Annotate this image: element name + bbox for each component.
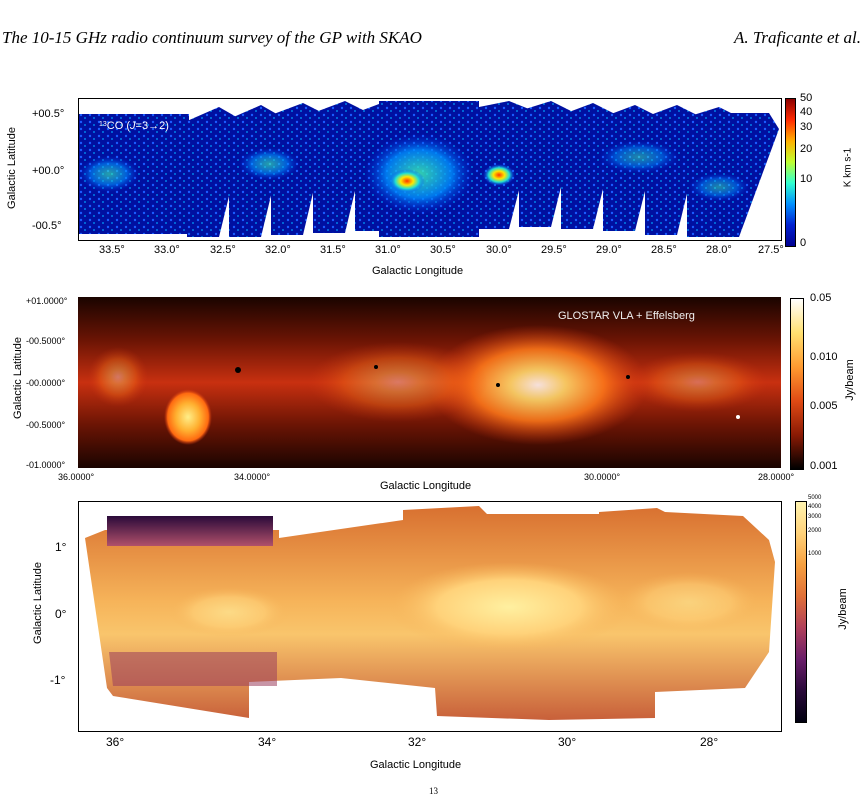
panel1-cbar-tick: 40	[800, 106, 813, 118]
figure-panel-13co: Galactic Latitude +00.5° +00.0° -00.5°	[0, 92, 867, 284]
panel1-xtick: 31.5°	[320, 244, 346, 256]
panel2-xtick: 36.0000°	[58, 472, 95, 482]
panel1-ytick: +00.5°	[32, 108, 65, 120]
panel1-cbar-tick: 50	[800, 92, 813, 104]
panel3-cbar-tick: 4000	[808, 504, 822, 510]
panel1-xtick: 29.0°	[596, 244, 622, 256]
panel3-ylabel: Galactic Latitude	[32, 562, 44, 644]
panel2-ytick: -00.0000°	[26, 378, 66, 388]
panel3-image	[78, 501, 782, 732]
panel2-xlabel: Galactic Longitude	[380, 480, 472, 492]
panel1-xtick: 32.0°	[265, 244, 291, 256]
figure-panel-glostar: Galactic Latitude +01.0000° -00.5000° -0…	[0, 292, 867, 492]
panel3-xtick: 32°	[408, 735, 427, 749]
panel3-cbar-label: Jy/beam	[837, 588, 849, 630]
panel3-cbar-tick: 5000	[808, 495, 822, 501]
page-footer: 13	[429, 786, 438, 796]
panel3-xtick: 28°	[700, 735, 719, 749]
panel2-cbar-tick: 0.001	[810, 460, 838, 472]
panel2-map: GLOSTAR VLA + Effelsberg	[78, 297, 781, 468]
panel1-xtick: 27.5°	[758, 244, 784, 256]
panel2-ylabel: Galactic Latitude	[12, 337, 24, 419]
panel1-xtick: 33.0°	[154, 244, 180, 256]
panel1-cbar-tick: 0	[800, 237, 807, 249]
panel2-image: GLOSTAR VLA + Effelsberg	[78, 297, 781, 468]
panel1-xtick: 30.0°	[486, 244, 512, 256]
page-header: The 10-15 GHz radio continuum survey of …	[0, 28, 867, 52]
panel1-cbar-tick: 30	[800, 121, 813, 133]
panel1-line-label: 13CO (J=3→2)	[99, 120, 169, 132]
panel1-colorbar	[785, 98, 796, 247]
panel3-ytick: 0°	[55, 607, 67, 621]
panel2-cbar-tick: 0.005	[810, 400, 838, 412]
panel1-map: 13CO (J=3→2)	[79, 101, 779, 237]
panel1-xtick: 29.5°	[541, 244, 567, 256]
panel1-ytick: +00.0°	[32, 165, 65, 177]
running-authors: A. Traficante et al.	[733, 28, 861, 47]
panel1-cbar-tick: 20	[800, 143, 813, 155]
panel2-cbar-tick: 0.010	[810, 351, 838, 363]
panel3-cbar-tick: 2000	[808, 528, 822, 534]
panel1-ytick: -00.5°	[32, 220, 62, 232]
panel3-ytick: 1°	[55, 540, 67, 554]
panel2-ytick: -00.5000°	[26, 420, 66, 430]
panel3-colorbar	[795, 501, 807, 723]
panel2-xtick: 28.0000°	[758, 472, 795, 482]
panel3-cbar-tick: 1000	[808, 551, 822, 557]
panel3-xtick: 36°	[106, 735, 125, 749]
panel3-ytick: -1°	[50, 673, 66, 687]
panel2-survey-label: GLOSTAR VLA + Effelsberg	[558, 310, 695, 322]
panel2-ytick: -00.5000°	[26, 336, 66, 346]
panel1-xlabel: Galactic Longitude	[372, 265, 464, 277]
panel1-image: 13CO (J=3→2)	[78, 98, 782, 241]
panel2-xtick: 30.0000°	[584, 472, 621, 482]
panel2-colorbar	[790, 298, 804, 470]
panel1-xtick: 32.5°	[210, 244, 236, 256]
panel3-xtick: 34°	[258, 735, 277, 749]
panel1-ylabel: Galactic Latitude	[6, 127, 18, 209]
panel2-xtick: 34.0000°	[234, 472, 271, 482]
panel1-xtick: 30.5°	[430, 244, 456, 256]
panel1-xtick: 28.0°	[706, 244, 732, 256]
panel2-ytick: +01.0000°	[26, 296, 68, 306]
panel2-ytick: -01.0000°	[26, 460, 66, 470]
running-title: The 10-15 GHz radio continuum survey of …	[2, 28, 422, 47]
panel1-xtick: 31.0°	[375, 244, 401, 256]
panel3-cbar-tick: 3000	[808, 514, 822, 520]
panel2-cbar-tick: 0.05	[810, 292, 832, 304]
panel1-xtick: 28.5°	[651, 244, 677, 256]
panel2-cbar-label: Jy/beam	[844, 359, 856, 401]
panel3-map	[85, 506, 775, 720]
figure-panel-skao: Galactic Latitude 1° 0° -1°	[0, 495, 867, 775]
panel3-xtick: 30°	[558, 735, 577, 749]
panel1-cbar-tick: 10	[800, 173, 813, 185]
panel1-xtick: 33.5°	[99, 244, 125, 256]
panel3-xlabel: Galactic Longitude	[370, 759, 462, 771]
panel1-cbar-label: K km s-1	[842, 147, 854, 188]
